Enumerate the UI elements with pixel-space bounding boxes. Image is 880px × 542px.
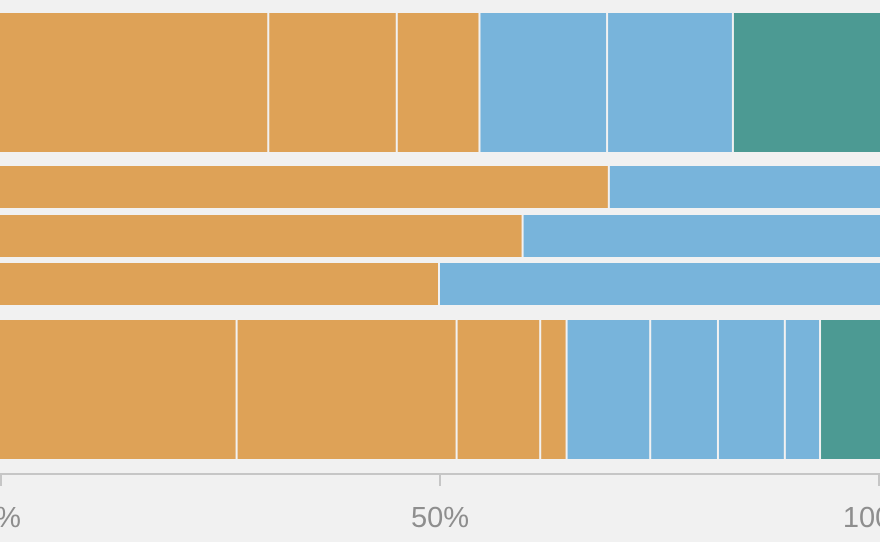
- bar-segment: [718, 320, 784, 459]
- bar-row-1: [0, 13, 880, 152]
- bar-row-3: [0, 215, 880, 257]
- bar-segment: [237, 320, 456, 459]
- x-axis: 0% 50% 100%: [0, 474, 880, 534]
- bar-segment: [480, 13, 607, 152]
- bar-segment: [0, 13, 268, 152]
- bar-segment: [609, 166, 880, 208]
- bar-segment: [0, 215, 522, 257]
- bar-row-4: [0, 263, 880, 305]
- bar-segment: [269, 13, 396, 152]
- bar-segment: [733, 13, 880, 152]
- bar-segment: [397, 13, 479, 152]
- bar-segment: [440, 263, 880, 305]
- x-tick-label: 0%: [0, 502, 21, 534]
- bar-segment: [821, 320, 880, 459]
- bar-rows: [0, 13, 880, 459]
- bar-row-5: [0, 320, 880, 459]
- bar-segment: [567, 320, 650, 459]
- x-tick-label: 100%: [843, 502, 880, 534]
- bar-segment: [523, 215, 880, 257]
- bar-segment: [0, 166, 608, 208]
- bar-segment: [0, 320, 236, 459]
- bar-segment: [785, 320, 820, 459]
- bar-segment: [541, 320, 566, 459]
- bar-segment: [651, 320, 717, 459]
- x-tick-label: 50%: [411, 502, 469, 534]
- bar-segment: [608, 13, 732, 152]
- bar-segment: [0, 263, 438, 305]
- bar-segment: [457, 320, 540, 459]
- bar-row-2: [0, 166, 880, 208]
